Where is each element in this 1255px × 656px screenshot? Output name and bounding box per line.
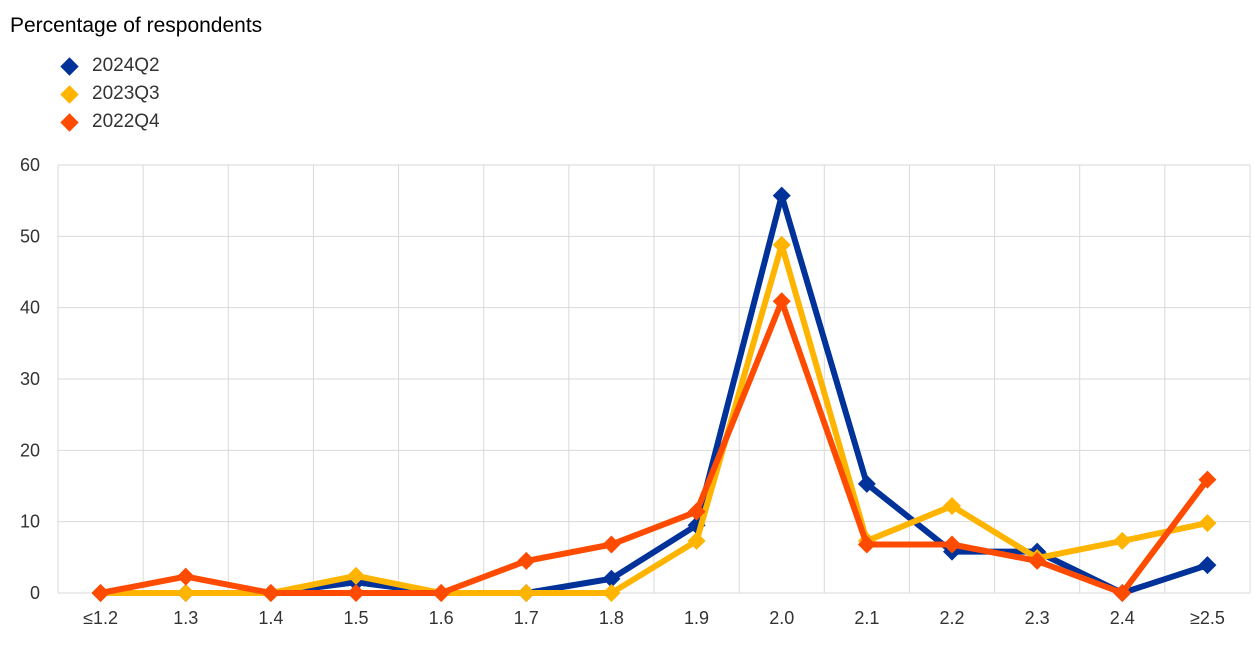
data-point-2022q4 <box>1198 470 1217 489</box>
legend-item-2022q4: 2022Q4 <box>60 108 160 136</box>
data-point-2022q4 <box>602 535 621 554</box>
y-tick-label: 30 <box>20 369 40 389</box>
y-tick-label: 60 <box>20 155 40 175</box>
x-tick-label: 2.4 <box>1110 608 1135 628</box>
y-tick-label: 20 <box>20 440 40 460</box>
x-tick-label: 1.7 <box>514 608 539 628</box>
data-point-2023q3 <box>1113 531 1132 550</box>
x-tick-label: 1.8 <box>599 608 624 628</box>
legend-label-2023q3: 2023Q3 <box>92 83 160 104</box>
data-point-2023q3 <box>1198 514 1217 533</box>
legend-label-2022q4: 2022Q4 <box>92 111 160 132</box>
data-point-2024q2 <box>602 569 621 588</box>
x-tick-label: 2.3 <box>1025 608 1050 628</box>
x-tick-label: 2.1 <box>854 608 879 628</box>
data-point-2022q4 <box>261 584 280 602</box>
data-point-2022q4 <box>772 292 791 311</box>
chart-title: Percentage of respondents <box>10 14 263 37</box>
data-point-2022q4 <box>176 567 195 586</box>
x-tick-label: 2.2 <box>939 608 964 628</box>
data-point-2022q4 <box>432 584 451 602</box>
data-point-2023q3 <box>772 235 791 254</box>
data-point-2022q4 <box>517 551 536 570</box>
series-line-2022q4 <box>97 298 1211 596</box>
legend-label-2024q2: 2024Q2 <box>92 55 160 76</box>
data-point-2022q4 <box>687 502 706 521</box>
y-tick-label: 10 <box>20 512 40 532</box>
data-point-2023q3 <box>943 496 961 515</box>
data-point-2022q4 <box>347 584 365 602</box>
y-tick-label: 40 <box>20 298 40 318</box>
x-tick-label: ≥2.5 <box>1190 608 1225 628</box>
x-tick-label: 2.0 <box>769 608 794 628</box>
y-tick-label: 0 <box>30 583 40 603</box>
x-tick-label: 1.9 <box>684 608 709 628</box>
data-point-2022q4 <box>857 535 876 554</box>
data-point-2024q2 <box>1198 556 1217 575</box>
x-tick-label: ≤1.2 <box>83 608 118 628</box>
data-point-2022q4 <box>943 535 961 554</box>
legend: 2024Q2 2023Q3 2022Q4 <box>60 52 160 136</box>
x-tick-label: 1.4 <box>258 608 283 628</box>
y-tick-label: 50 <box>20 226 40 246</box>
data-point-2023q3 <box>517 584 536 602</box>
data-point-2022q4 <box>1028 551 1047 570</box>
data-point-2024q2 <box>772 186 791 205</box>
data-point-2024q2 <box>857 474 876 493</box>
x-tick-label: 1.5 <box>343 608 368 628</box>
data-point-2023q3 <box>602 584 621 602</box>
data-point-2022q4 <box>91 584 110 602</box>
x-tick-label: 1.6 <box>429 608 454 628</box>
data-point-2023q3 <box>176 584 195 602</box>
data-point-2022q4 <box>1113 584 1132 602</box>
legend-item-2024q2: 2024Q2 <box>60 52 160 80</box>
legend-item-2023q3: 2023Q3 <box>60 80 160 108</box>
x-tick-label: 1.3 <box>173 608 198 628</box>
data-point-2023q3 <box>687 531 706 550</box>
data-point-2023q3 <box>347 566 365 585</box>
